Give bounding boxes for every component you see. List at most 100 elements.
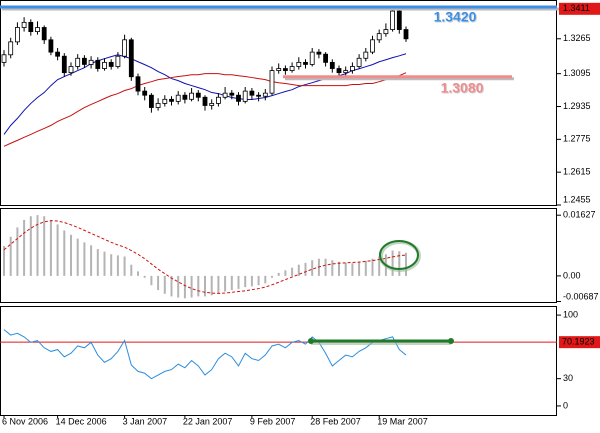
highlight-ellipse xyxy=(379,240,419,270)
candle-body xyxy=(229,92,235,96)
trend-end xyxy=(308,338,314,344)
macd-bar xyxy=(150,275,153,286)
y-tick-label: 1.3095 xyxy=(563,68,591,78)
candle-body xyxy=(236,94,241,102)
candle-body xyxy=(316,51,322,55)
candle-body xyxy=(1,54,7,63)
macd-bar xyxy=(210,275,213,296)
x-tick-label: 19 Mar 2007 xyxy=(377,416,428,426)
macd-bar xyxy=(230,275,233,291)
candle-body xyxy=(108,61,114,67)
candle-body xyxy=(303,61,308,65)
x-tick-label: 6 Nov 2006 xyxy=(2,416,48,426)
y-tick-label: 1.2615 xyxy=(563,167,591,177)
x-tick-label: 14 Dec 2006 xyxy=(56,416,107,426)
macd-bar xyxy=(257,275,260,286)
candle-body xyxy=(175,94,181,102)
annotation-shadow-text: 1.3420 xyxy=(435,10,478,26)
candle-body xyxy=(343,70,349,74)
macd-bar xyxy=(237,275,240,289)
rsi-panel xyxy=(0,306,557,416)
candle-body xyxy=(336,68,342,74)
candle-body xyxy=(135,76,141,92)
price-marker-box xyxy=(559,2,600,15)
macd-bar xyxy=(36,215,39,276)
candle-body xyxy=(323,53,329,63)
candle-body xyxy=(182,94,188,100)
macd-bar xyxy=(163,275,166,294)
candle-body xyxy=(256,94,262,97)
candle-body xyxy=(396,10,402,30)
macd-bar xyxy=(190,275,193,298)
macd-bar xyxy=(110,254,113,276)
macd-bar xyxy=(116,255,119,276)
candle-body xyxy=(128,39,134,78)
macd-bar xyxy=(271,275,273,278)
candle-body xyxy=(282,68,288,71)
macd-bar xyxy=(183,275,186,299)
candle-body xyxy=(383,29,389,35)
y-tick-label: 0.00 xyxy=(563,270,581,280)
candle-body xyxy=(28,21,34,33)
price-marker-label: 1.3411 xyxy=(563,3,590,13)
macd-bar xyxy=(70,234,72,276)
macd-bar xyxy=(83,242,86,276)
candle-body xyxy=(82,57,87,65)
x-tick-label: 22 Jan 2007 xyxy=(183,416,233,426)
candle-body xyxy=(370,39,375,53)
candle-body xyxy=(14,27,20,43)
candle-body xyxy=(41,27,47,41)
candle-body xyxy=(8,41,14,56)
macd-bar xyxy=(157,275,160,291)
candle-body xyxy=(169,98,174,102)
y-tick-label: 0.01627 xyxy=(563,210,596,220)
candle-body xyxy=(242,90,248,102)
macd-bar xyxy=(250,275,253,287)
signal-line xyxy=(3,220,407,294)
level-box xyxy=(559,336,600,349)
macd-bar xyxy=(29,216,32,276)
candle-body xyxy=(68,66,74,74)
y-tick-label: 1.2935 xyxy=(563,101,591,111)
macd-bar xyxy=(76,238,79,276)
candle-body xyxy=(249,90,255,96)
macd-bar xyxy=(143,275,146,278)
macd-bar xyxy=(344,262,347,276)
candle-body xyxy=(75,57,81,67)
moving-average xyxy=(3,72,407,147)
candle-body xyxy=(329,61,335,69)
macd-bar xyxy=(123,256,126,276)
macd-bar xyxy=(217,275,220,294)
candle-body xyxy=(215,96,221,104)
y-tick-label: -0.00687 xyxy=(563,291,599,301)
macd-bar xyxy=(16,227,19,276)
macd-bar xyxy=(130,264,133,276)
candle-body xyxy=(276,68,282,71)
candle-body xyxy=(209,103,215,106)
candle-body xyxy=(48,39,54,53)
macd-bar xyxy=(177,275,180,298)
macd-bar xyxy=(103,251,106,276)
macd-bar xyxy=(137,271,139,276)
annotation-label: 1.3080 xyxy=(441,79,484,95)
y-tick-label: 1.3265 xyxy=(563,33,591,43)
macd-bar xyxy=(324,258,327,276)
x-tick-label: 9 Feb 2007 xyxy=(250,416,296,426)
macd-bar xyxy=(291,267,294,276)
y-tick-label: 100 xyxy=(563,309,578,319)
macd-bar xyxy=(277,272,280,276)
candle-body xyxy=(122,39,127,57)
macd-bar xyxy=(170,275,173,297)
macd-bar xyxy=(358,262,361,276)
annotation-shadow-text: 1.3080 xyxy=(442,80,485,96)
macd-panel xyxy=(0,208,557,303)
macd-bar xyxy=(3,246,5,276)
macd-bar xyxy=(371,258,374,276)
candle-body xyxy=(95,59,101,69)
macd-bar xyxy=(264,275,267,284)
macd-bar xyxy=(23,219,26,276)
candle-body xyxy=(189,92,195,100)
candle-body xyxy=(148,94,154,108)
macd-bar xyxy=(56,224,59,276)
